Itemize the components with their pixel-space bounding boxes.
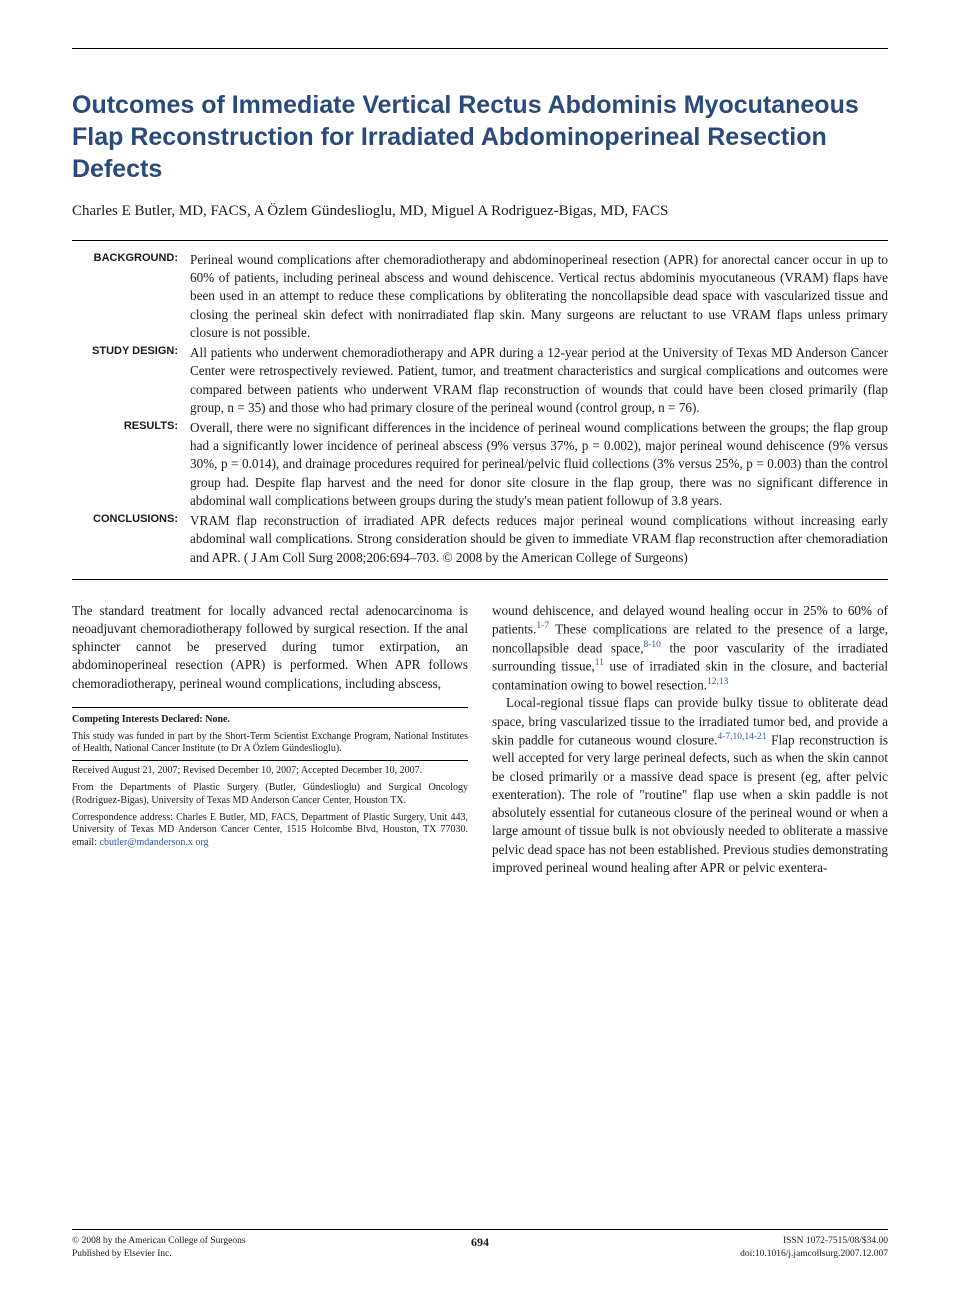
footer-doi: doi:10.1016/j.jamcollsurg.2007.12.007 xyxy=(740,1248,888,1260)
body-paragraph: Local-regional tissue flaps can provide … xyxy=(492,694,888,877)
abstract-text: All patients who underwent chemoradiothe… xyxy=(190,344,888,417)
citation-superscript[interactable]: 1-7 xyxy=(536,621,549,631)
footnote-email-link[interactable]: cbutler@mdanderson.x org xyxy=(100,837,209,848)
abstract-text: Overall, there were no significant diffe… xyxy=(190,419,888,510)
abstract-label: CONCLUSIONS: xyxy=(72,512,190,567)
footnotes-block: Competing Interests Declared: None. This… xyxy=(72,707,468,850)
footer-copyright: © 2008 by the American College of Surgeo… xyxy=(72,1235,246,1247)
abstract-label: BACKGROUND: xyxy=(72,251,190,342)
footnote-competing: Competing Interests Declared: None. xyxy=(72,714,468,727)
citation-superscript[interactable]: 11 xyxy=(595,658,604,668)
abstract-row-background: BACKGROUND: Perineal wound complications… xyxy=(72,251,888,342)
abstract-row-results: RESULTS: Overall, there were no signific… xyxy=(72,419,888,510)
footer-issn: ISSN 1072-7515/08/$34.00 xyxy=(740,1235,888,1247)
footnote-correspondence: Correspondence address: Charles E Butler… xyxy=(72,812,468,850)
abstract-text: Perineal wound complications after chemo… xyxy=(190,251,888,342)
footnote-competing-text: Competing Interests Declared: None. xyxy=(72,714,230,725)
citation-superscript[interactable]: 12,13 xyxy=(707,677,728,687)
abstract-label: STUDY DESIGN: xyxy=(72,344,190,417)
citation-superscript[interactable]: 4-7,10,14-21 xyxy=(717,732,766,742)
footer-left: © 2008 by the American College of Surgeo… xyxy=(72,1235,246,1260)
top-horizontal-rule xyxy=(72,48,888,49)
left-column: The standard treatment for locally advan… xyxy=(72,602,468,877)
body-paragraph: The standard treatment for locally advan… xyxy=(72,602,468,693)
body-two-column: The standard treatment for locally advan… xyxy=(72,602,888,877)
footnote-funding: This study was funded in part by the Sho… xyxy=(72,731,468,757)
footer-publisher: Published by Elsevier Inc. xyxy=(72,1248,246,1260)
citation-superscript[interactable]: 8-10 xyxy=(644,640,661,650)
abstract-box: BACKGROUND: Perineal wound complications… xyxy=(72,240,888,580)
abstract-label: RESULTS: xyxy=(72,419,190,510)
abstract-row-design: STUDY DESIGN: All patients who underwent… xyxy=(72,344,888,417)
abstract-text: VRAM flap reconstruction of irradiated A… xyxy=(190,512,888,567)
body-text: Flap reconstruction is well accepted for… xyxy=(492,732,888,875)
author-line: Charles E Butler, MD, FACS, A Özlem Günd… xyxy=(72,203,888,220)
footnote-from: From the Departments of Plastic Surgery … xyxy=(72,782,468,808)
article-title: Outcomes of Immediate Vertical Rectus Ab… xyxy=(72,89,888,185)
footer-page-number: 694 xyxy=(471,1235,489,1250)
right-column: wound dehiscence, and delayed wound heal… xyxy=(492,602,888,877)
body-paragraph: wound dehiscence, and delayed wound heal… xyxy=(492,602,888,695)
footnote-received: Received August 21, 2007; Revised Decemb… xyxy=(72,760,468,778)
page-footer: © 2008 by the American College of Surgeo… xyxy=(72,1229,888,1260)
footer-right: ISSN 1072-7515/08/$34.00 doi:10.1016/j.j… xyxy=(740,1235,888,1260)
abstract-row-conclusions: CONCLUSIONS: VRAM flap reconstruction of… xyxy=(72,512,888,567)
